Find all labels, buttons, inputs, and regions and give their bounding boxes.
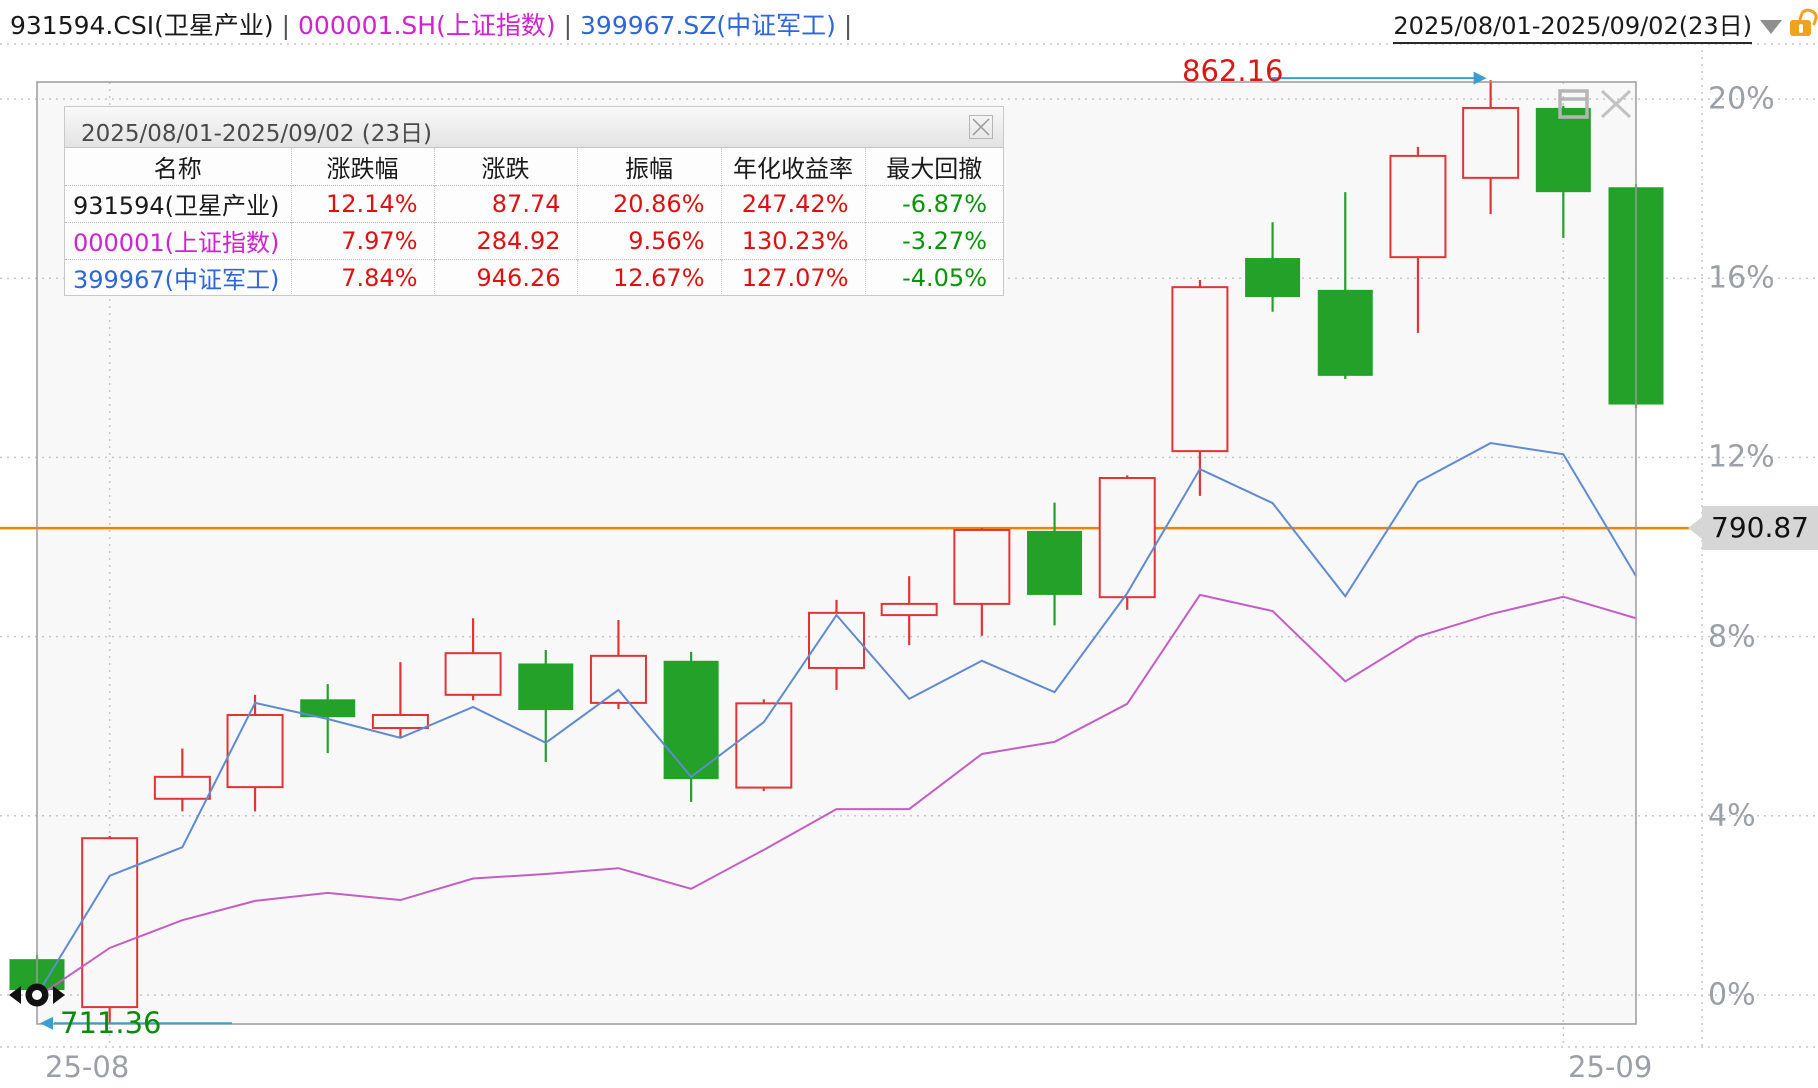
y-axis-label: 4% [1708,798,1756,834]
stat-value-cell: 9.56% [576,221,721,259]
last-price-badge: 790.87 [1702,506,1818,550]
stat-value-cell: 7.84% [290,258,434,296]
drag-handle-icon[interactable] [9,983,65,1007]
stats-row: 399967(中证军工) 7.84% 946.26 12.67% 127.07% -4.0… [65,258,1003,296]
y-axis-label: 20% [1708,81,1775,117]
separator: | [281,11,291,40]
y-axis-label: 8% [1708,619,1756,655]
stats-row: 000001(上证指数) 7.97% 284.92 9.56% 130.23% -3.27… [65,221,1003,259]
tooltip-title: 2025/08/01-2025/09/02 (23日) [81,121,432,147]
stat-name-cell: 000001(上证指数) [65,221,291,259]
separator: | [843,11,853,40]
stats-column-header: 涨跌幅 [290,148,434,185]
stat-value-cell: 12.14% [290,184,434,222]
stat-value-cell: 20.86% [576,184,721,222]
stats-column-header: 最大回撤 [864,148,1003,185]
x-axis-label: 25-09 [1568,1050,1653,1084]
stat-value-cell: 130.23% [720,221,865,259]
stats-column-header: 涨跌 [433,148,577,185]
securities-legend: 931594.CSI(卫星产业) | 000001.SH(上证指数) | 399967.… [10,6,860,42]
tooltip-close-icon[interactable] [969,115,993,139]
close-chart-icon[interactable] [1598,86,1634,122]
stat-value-cell: 946.26 [433,258,577,296]
chart-window-controls [1556,86,1634,122]
security-label[interactable]: 000001.SH(上证指数) [298,11,556,40]
security-label[interactable]: 931594.CSI(卫星产业) [10,11,274,40]
low-point-annotation: 711.36 [60,1006,162,1040]
stats-tooltip-panel: 2025/08/01-2025/09/02 (23日) 名称 涨跌幅 涨跌 振幅 年化收… [64,106,1004,296]
y-axis-label: 16% [1708,260,1775,296]
stats-column-header: 振幅 [576,148,721,185]
security-label[interactable]: 399967.SZ(中证军工) [580,11,836,40]
padlock-keyhole [1798,23,1803,33]
date-range-label[interactable]: 2025/08/01-2025/09/02(23日) [1393,6,1752,44]
stat-value-cell: 284.92 [433,221,577,259]
x-axis-label: 25-08 [45,1050,130,1084]
stat-value-cell: 127.07% [720,258,865,296]
stat-value-cell: 87.74 [433,184,577,222]
y-axis-label: 12% [1708,439,1775,475]
stats-row: 931594(卫星产业) 12.14% 87.74 20.86% 247.42% -6.8… [65,184,1003,222]
high-point-annotation: 862.16 [1182,54,1284,88]
stat-value-cell: 247.42% [720,184,865,222]
stat-value-cell: -6.87% [864,184,1003,222]
chart-header: 931594.CSI(卫星产业) | 000001.SH(上证指数) | 399967.… [0,0,1818,44]
padlock-body [1790,20,1811,36]
stat-value-cell: 7.97% [290,221,434,259]
stat-value-cell: -4.05% [864,258,1003,296]
stats-column-header: 年化收益率 [720,148,865,185]
y-axis-label: 0% [1708,977,1756,1013]
stat-value-cell: -3.27% [864,221,1003,259]
unlocked-padlock-icon[interactable] [1790,6,1818,40]
restore-window-icon[interactable] [1556,86,1592,122]
separator: | [563,11,573,40]
stat-name-cell: 931594(卫星产业) [65,184,291,222]
stats-table: 名称 涨跌幅 涨跌 振幅 年化收益率 最大回撤 931594(卫星产业) 12.14% 87.7… [65,148,1003,296]
stat-value-cell: 12.67% [576,258,721,296]
tooltip-header: 2025/08/01-2025/09/02 (23日) [65,107,1003,148]
stats-column-header: 名称 [153,154,202,183]
date-range-control[interactable]: 2025/08/01-2025/09/02(23日) [1393,6,1818,44]
stat-name-cell: 399967(中证军工) [65,258,291,296]
caret-down-icon[interactable] [1760,20,1782,34]
